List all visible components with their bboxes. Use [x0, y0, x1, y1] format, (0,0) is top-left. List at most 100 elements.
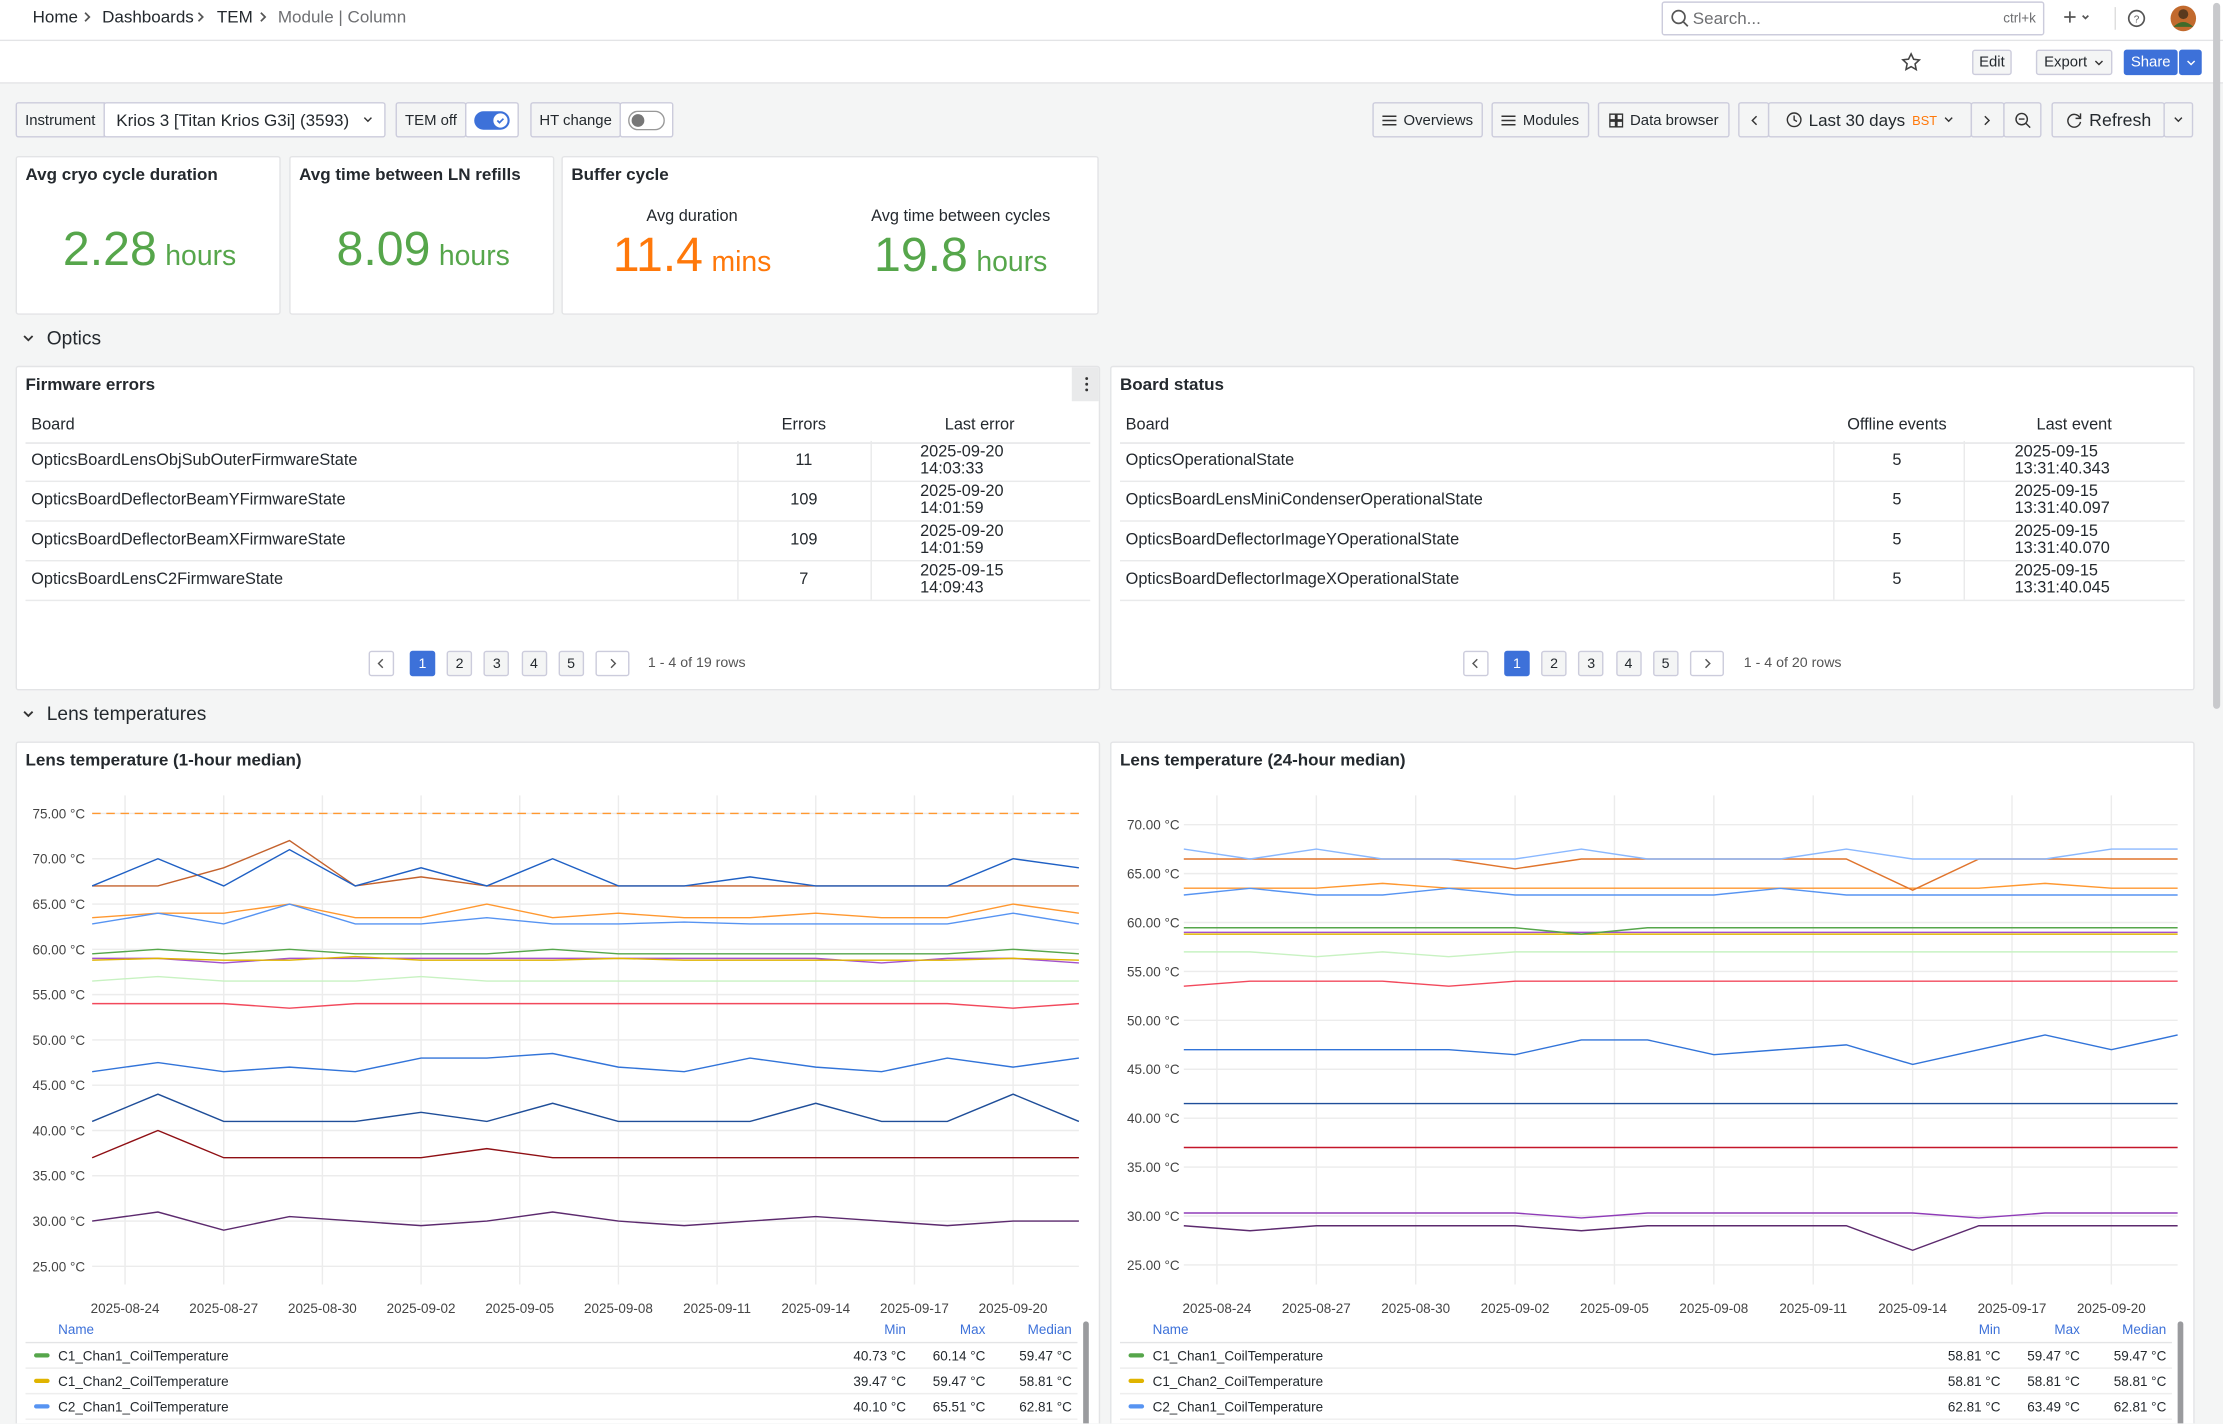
overviews-button[interactable]: Overviews: [1372, 102, 1483, 138]
buffer-stat: Avg duration 11.4 mins: [613, 208, 772, 283]
series-line: [92, 839, 1079, 887]
table-cell: 109: [790, 491, 818, 509]
series-line: [1183, 887, 2178, 896]
legend-name: C1_Chan2_CoilTemperature: [1153, 1374, 1324, 1389]
table-cell: 2025-09-20 14:03:33: [920, 443, 1004, 478]
time-forward[interactable]: [1970, 102, 2005, 138]
breadcrumb-current: Module | Column: [277, 7, 407, 27]
breadcrumb-item[interactable]: TEM: [216, 7, 253, 27]
menu-icon: [1085, 377, 1089, 392]
breadcrumb-item[interactable]: Home: [32, 7, 78, 27]
row-count: 1 - 4 of 19 rows: [647, 655, 746, 672]
series-line: [92, 1002, 1079, 1009]
time-range: Last 30 days: [1808, 109, 1906, 130]
search-box[interactable]: Search... ctrl+k: [1661, 1, 2045, 36]
series-line: [1183, 951, 2178, 958]
legend-header: Min: [884, 1322, 906, 1337]
tem-off-toggle[interactable]: [465, 102, 519, 138]
refresh-button[interactable]: Refresh: [2051, 102, 2165, 138]
page-button[interactable]: 2: [1541, 650, 1567, 677]
modules-label: Modules: [1522, 111, 1580, 129]
legend-swatch: [1128, 1404, 1145, 1409]
legend-max: 60.14 °C: [933, 1348, 986, 1363]
time-back[interactable]: [1738, 102, 1770, 138]
page-next[interactable]: [1689, 650, 1724, 677]
series-line: [92, 903, 1079, 919]
refresh-interval[interactable]: [2163, 102, 2194, 138]
legend-name: C1_Chan1_CoilTemperature: [1153, 1348, 1324, 1363]
stat-value: 19.8 hours: [871, 228, 1050, 283]
page-button[interactable]: 5: [558, 650, 584, 677]
y-tick-label: 25.00 °C: [1127, 1258, 1180, 1273]
column-header: Board: [31, 416, 75, 434]
breadcrumb-item[interactable]: Dashboards: [102, 7, 194, 27]
legend-min: 40.73 °C: [853, 1348, 906, 1363]
chevron: [1751, 115, 1758, 125]
page-button[interactable]: 4: [1615, 650, 1642, 677]
instrument-select[interactable]: Krios 3 [Titan Krios G3i] (3593): [103, 102, 386, 138]
page-button[interactable]: 3: [1578, 650, 1605, 677]
stat-value: 2.28 hours: [17, 223, 279, 278]
series-line: [92, 1052, 1079, 1073]
legend-header: Max: [2054, 1322, 2080, 1337]
row-title[interactable]: Optics: [46, 327, 102, 349]
share-menu[interactable]: [2179, 49, 2202, 76]
y-tick-label: 45.00 °C: [33, 1078, 86, 1093]
legend-swatch: [1128, 1353, 1145, 1358]
chevron: [610, 658, 617, 669]
legend-name: C1_Chan2_CoilTemperature: [58, 1374, 229, 1389]
x-tick-label: 2025-09-11: [683, 1301, 751, 1316]
table-cell: 5: [1892, 571, 1902, 589]
page-prev[interactable]: [368, 650, 395, 677]
table-cell: OpticsBoardDeflectorImageXOperationalSta…: [1125, 571, 1460, 589]
data-browser-button[interactable]: Data browser: [1597, 102, 1730, 138]
page-button[interactable]: 1: [1504, 650, 1530, 677]
zoom-out[interactable]: [2003, 102, 2042, 138]
ht-change-toggle[interactable]: [619, 102, 674, 138]
column-rule: [1833, 480, 1835, 521]
export-button[interactable]: Export: [2035, 49, 2113, 76]
legend-swatch: [34, 1353, 50, 1358]
page-prev[interactable]: [1463, 650, 1489, 677]
collapse-icon[interactable]: [21, 707, 35, 721]
share-button[interactable]: Share: [2123, 49, 2178, 76]
y-tick-label: 40.00 °C: [33, 1123, 86, 1138]
stat-value: 8.09 hours: [291, 223, 553, 278]
page-button[interactable]: 3: [483, 650, 510, 677]
column-rule: [1833, 560, 1835, 600]
table-cell: 5: [1892, 452, 1902, 470]
row-title[interactable]: Lens temperatures: [46, 703, 207, 725]
series-line: [91, 848, 1079, 887]
series-line: [1183, 882, 2178, 889]
unit: mins: [711, 246, 772, 278]
star-icon[interactable]: [1900, 51, 1923, 74]
panel-menu[interactable]: [1071, 367, 1099, 402]
legend-max: 59.47 °C: [2027, 1348, 2080, 1363]
x-tick-label: 2025-09-05: [485, 1301, 554, 1316]
page-button[interactable]: 1: [409, 650, 436, 677]
row-rule: [1120, 560, 2185, 562]
edit-button[interactable]: Edit: [1972, 49, 2012, 76]
page-button[interactable]: 4: [521, 650, 547, 677]
legend-header: Median: [1028, 1322, 1072, 1337]
page-button[interactable]: 2: [446, 650, 473, 677]
panel-title: Lens temperature (1-hour median): [25, 749, 302, 770]
column-rule: [737, 560, 739, 600]
column-rule: [737, 440, 739, 481]
search-shortcut: ctrl+k: [2003, 11, 2036, 27]
unit: hours: [976, 246, 1048, 278]
modules-button[interactable]: Modules: [1491, 102, 1590, 138]
page-next[interactable]: [595, 650, 630, 677]
legend-scrollbar: [1083, 1321, 1089, 1424]
page-button[interactable]: 5: [1652, 650, 1679, 677]
table-cell: 2025-09-15 13:31:40.343: [2014, 443, 2110, 478]
x-tick-label: 2025-09-02: [1481, 1301, 1550, 1316]
collapse-icon[interactable]: [21, 332, 35, 346]
row-count: 1 - 4 of 20 rows: [1743, 655, 1842, 672]
x-tick-label: 2025-09-11: [1779, 1301, 1847, 1316]
scrollbar[interactable]: [2213, 2, 2221, 709]
chevron: [1472, 658, 1478, 669]
time-picker[interactable]: Last 30 days BST: [1767, 102, 1973, 138]
legend-swatch: [34, 1404, 50, 1409]
table-cell: OpticsBoardLensC2FirmwareState: [31, 571, 284, 589]
